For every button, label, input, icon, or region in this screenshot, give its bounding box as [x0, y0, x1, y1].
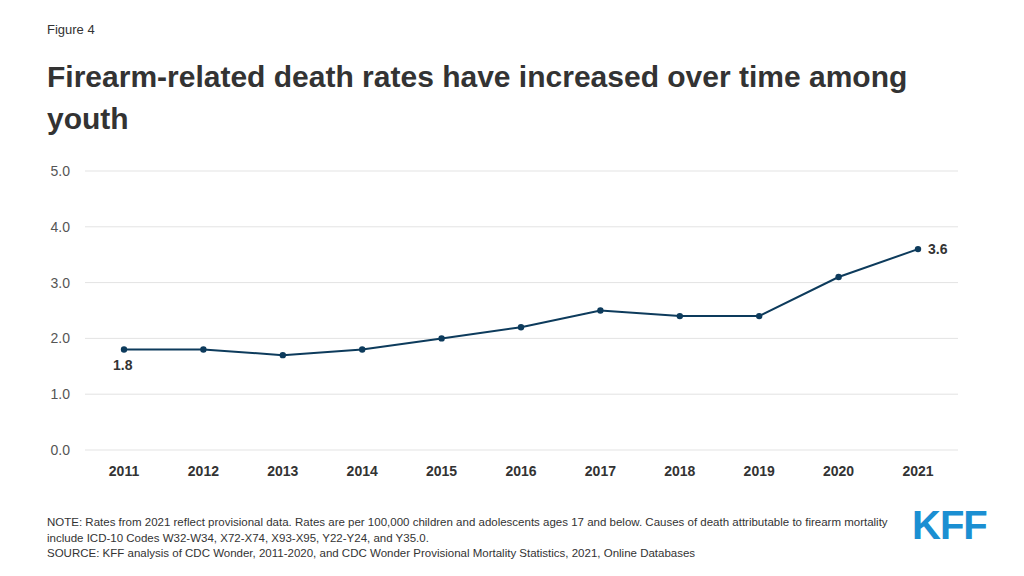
x-tick-label: 2015 — [426, 463, 457, 479]
point — [677, 313, 683, 319]
grid-line — [85, 171, 958, 172]
x-tick-label: 2020 — [823, 463, 854, 479]
x-tick-label: 2012 — [188, 463, 219, 479]
title: Firearm-related death rates have increas… — [47, 56, 927, 140]
y-tick-label: 3.0 — [51, 275, 71, 291]
grid-line — [85, 338, 958, 339]
point — [200, 346, 206, 352]
data-label: 1.8 — [113, 357, 133, 373]
figure-label: Figure 4 — [47, 22, 95, 37]
grid-line — [85, 226, 958, 227]
logo: KFF — [912, 503, 987, 548]
x-tick-label: 2017 — [585, 463, 616, 479]
x-tick-label: 2021 — [902, 463, 933, 479]
y-tick-label: 1.0 — [51, 386, 71, 402]
x-tick-label: 2011 — [109, 463, 140, 479]
x-tick-label: 2013 — [267, 463, 298, 479]
x-tick-label: 2014 — [347, 463, 378, 479]
point — [915, 246, 921, 252]
grid-line — [85, 450, 958, 451]
point — [438, 335, 444, 341]
y-tick-label: 2.0 — [51, 330, 71, 346]
line — [124, 249, 918, 355]
point — [518, 324, 524, 330]
data-label: 3.6 — [928, 241, 948, 257]
chart: 0.0 1.0 2.0 3.0 4.0 5.0 2011 2012 2013 2014 2015 20… — [0, 0, 1024, 576]
x-tick-label: 2016 — [505, 463, 536, 479]
x-tick-label: 2018 — [664, 463, 695, 479]
y-tick-label: 5.0 — [51, 163, 71, 179]
y-tick-label: 0.0 — [51, 442, 71, 458]
point — [121, 346, 127, 352]
source: SOURCE: KFF analysis of CDC Wonder, 2011… — [47, 547, 897, 559]
point — [756, 313, 762, 319]
grid-line — [85, 394, 958, 395]
point — [359, 346, 365, 352]
point — [597, 307, 603, 313]
point — [280, 352, 286, 358]
y-tick-label: 4.0 — [51, 219, 71, 235]
plot-area — [121, 246, 921, 358]
note: NOTE: Rates from 2021 reflect provisiona… — [47, 514, 897, 546]
x-tick-label: 2019 — [744, 463, 775, 479]
point — [835, 274, 841, 280]
